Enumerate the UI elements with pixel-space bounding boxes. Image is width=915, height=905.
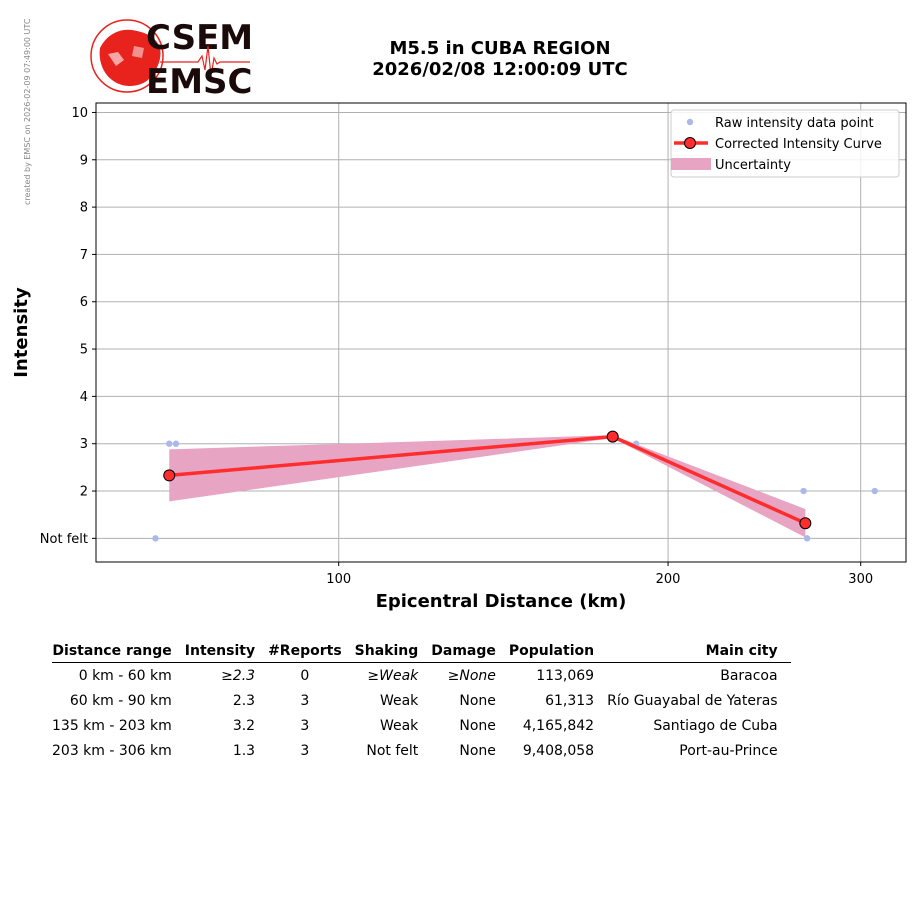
legend-label-uncertainty: Uncertainty	[715, 158, 791, 173]
title-line-1: M5.5 in CUBA REGION	[389, 38, 611, 59]
table-row: 135 km - 203 km 3.2 3 Weak None 4,165,842 Sant…	[52, 713, 791, 738]
x-axis-label: Epicentral Distance (km)	[376, 591, 627, 612]
logo-map-shape	[99, 29, 161, 87]
legend-box	[670, 109, 900, 178]
table-row: 203 km - 306 km 1.3 3 Not felt None 9,408,058…	[52, 738, 791, 763]
legend: Raw intensity data point Corrected Inten…	[670, 109, 900, 178]
raw-points-layer	[152, 440, 878, 542]
cell-damage: ≥None	[447, 667, 496, 684]
raw-data-point	[803, 535, 811, 542]
y-tick-label: 2	[80, 485, 88, 500]
cell-main-city: Río Guayabal de Yateras	[607, 692, 778, 709]
intensity-summary-table: Distance range Intensity #Reports Shakin…	[52, 641, 791, 763]
y-tick-label: 4	[80, 390, 88, 405]
raw-data-point	[871, 487, 878, 495]
raw-data-point	[800, 487, 807, 495]
cell-damage: None	[459, 692, 496, 709]
y-tick-label: 9	[80, 153, 88, 168]
raw-data-point	[166, 440, 173, 447]
header-reports: #Reports	[268, 641, 355, 663]
title-line-2: 2026/02/08 12:00:09 UTC	[372, 59, 628, 80]
axis-ticks: Not felt 2 3 4 5 6 7 8 9 10 100 200 300	[40, 106, 873, 587]
y-tick-label: 6	[80, 295, 88, 310]
legend-label-raw: Raw intensity data point	[715, 116, 874, 131]
x-tick-label: 200	[656, 572, 681, 587]
logo-text-csem: CSEM	[146, 18, 253, 58]
cell-shaking: Weak	[379, 692, 419, 709]
cell-main-city: Baracoa	[720, 667, 778, 684]
intensity-chart: Not felt 2 3 4 5 6 7 8 9 10 100 200 300 Epicentral D…	[11, 102, 907, 612]
cell-reports: 0	[300, 667, 310, 684]
y-tick-label: 5	[80, 343, 88, 358]
table-header-row: Distance range Intensity #Reports Shakin…	[52, 641, 791, 663]
legend-patch-uncertainty	[671, 158, 711, 170]
header-population: Population	[508, 641, 608, 663]
curve-layer	[163, 430, 812, 530]
legend-label-curve: Corrected Intensity Curve	[715, 137, 882, 152]
y-tick-label: 10	[71, 106, 88, 121]
y-tick-label: 8	[80, 201, 88, 216]
cell-population: 113,069	[536, 667, 595, 684]
chart-title: M5.5 in CUBA REGION 2026/02/08 12:00:09 …	[300, 38, 700, 80]
cell-shaking: Weak	[379, 717, 419, 734]
table-row: 60 km - 90 km 2.3 3 Weak None 61,313 Río Guaya…	[52, 688, 791, 713]
header-main-city: Main city	[607, 641, 791, 663]
logo-text-emsc: EMSC	[146, 62, 253, 98]
cell-reports: 3	[300, 692, 310, 709]
cell-distance-range: 0 km - 60 km	[78, 667, 172, 684]
cell-reports: 3	[300, 742, 310, 759]
header-distance-range: Distance range	[52, 641, 185, 663]
cell-shaking: Not felt	[366, 742, 419, 759]
curve-point	[799, 517, 812, 530]
cell-main-city: Santiago de Cuba	[653, 717, 778, 734]
legend-marker-raw	[686, 118, 694, 126]
cell-reports: 3	[300, 717, 310, 734]
cell-main-city: Port-au-Prince	[679, 742, 778, 759]
uncertainty-band	[169, 435, 806, 538]
cell-damage: None	[459, 717, 496, 734]
y-axis-label: Intensity	[11, 287, 32, 378]
legend-marker-curve	[684, 137, 696, 149]
x-tick-label: 300	[848, 572, 873, 587]
table-row: 0 km - 60 km ≥2.3 0 ≥Weak ≥None 113,069 Baraco…	[52, 663, 791, 689]
uncertainty-band-layer	[169, 435, 806, 538]
y-tick-label: Not felt	[40, 532, 88, 547]
cell-shaking: ≥Weak	[367, 667, 419, 684]
raw-data-point	[172, 440, 180, 447]
cell-intensity: ≥2.3	[221, 667, 256, 684]
curve-point	[606, 430, 619, 443]
header-intensity: Intensity	[184, 641, 269, 663]
grid-lines	[96, 103, 906, 562]
y-tick-label: 7	[80, 248, 88, 263]
cell-population: 9,408,058	[522, 742, 595, 759]
cell-distance-range: 203 km - 306 km	[52, 742, 172, 759]
plot-frame	[95, 102, 907, 563]
cell-damage: None	[459, 742, 496, 759]
x-tick-label: 100	[326, 572, 351, 587]
logo-seismogram	[160, 45, 250, 77]
cell-distance-range: 135 km - 203 km	[52, 717, 172, 734]
header-damage: Damage	[431, 641, 509, 663]
cell-population: 61,313	[545, 692, 595, 709]
cell-intensity: 1.3	[232, 742, 256, 759]
header-shaking: Shaking	[354, 641, 432, 663]
cell-distance-range: 60 km - 90 km	[69, 692, 172, 709]
raw-data-point	[152, 535, 159, 542]
y-tick-label: 3	[80, 437, 88, 452]
cell-intensity: 2.3	[232, 692, 256, 709]
emsc-logo: CSEM EMSC	[90, 18, 253, 98]
curve-point	[163, 469, 176, 482]
cell-population: 4,165,842	[522, 717, 595, 734]
cell-intensity: 3.2	[232, 717, 256, 734]
